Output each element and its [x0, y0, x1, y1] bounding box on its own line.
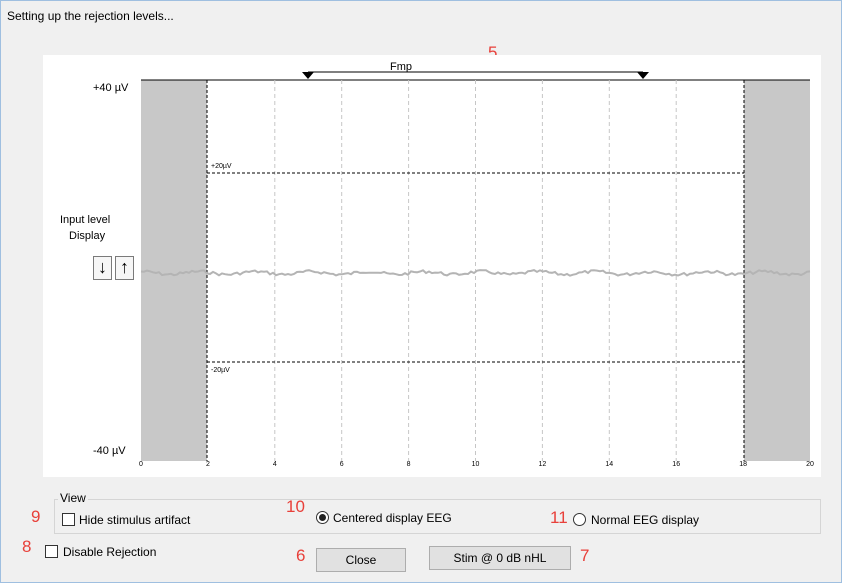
fmp-label: Fmp: [390, 61, 412, 73]
annotation-6: 6: [296, 546, 306, 565]
hide-stimulus-artifact-checkbox[interactable]: [62, 513, 75, 526]
upper-level-label: +20µV: [211, 163, 232, 170]
y-bottom-label: -40 µV: [93, 445, 126, 457]
x-tick-label: 4: [273, 461, 277, 468]
hide-stimulus-artifact-label[interactable]: Hide stimulus artifact: [79, 513, 191, 527]
radio-selected-dot: [319, 514, 326, 521]
fmp-right-marker[interactable]: [637, 72, 649, 79]
annotation-7: 7: [580, 546, 590, 565]
right-excluded-zone: [744, 80, 810, 461]
view-group-label: View: [58, 491, 88, 505]
x-tick-label: 0: [139, 461, 143, 468]
annotation-10: 10: [286, 497, 305, 516]
x-tick-label: 6: [340, 461, 344, 468]
lower-level-label: -20µV: [211, 367, 230, 374]
fmp-left-marker[interactable]: [302, 72, 314, 79]
disable-rejection-label[interactable]: Disable Rejection: [63, 545, 157, 559]
x-tick-labels: 0 2 4 6 8 10 12 14 16 18 20: [139, 461, 814, 468]
x-tick-label: 12: [539, 461, 547, 468]
display-label: Display: [69, 230, 106, 242]
annotation-9: 9: [31, 507, 41, 526]
annotation-11: 11: [550, 508, 568, 527]
annotation-8: 8: [22, 537, 32, 556]
input-level-label: Input level: [60, 214, 111, 226]
left-excluded-zone: [141, 80, 207, 461]
x-tick-label: 18: [739, 461, 747, 468]
x-tick-label: 10: [472, 461, 480, 468]
eeg-trace: [140, 269, 811, 277]
x-tick-label: 16: [672, 461, 680, 468]
close-button[interactable]: Close: [316, 548, 406, 572]
eeg-plot: Fmp +20µV -20µV 0 2 4 6 8 10 12 14 16 18 20: [139, 61, 814, 468]
centered-display-radio[interactable]: [316, 511, 329, 524]
normal-display-label[interactable]: Normal EEG display: [591, 513, 700, 527]
x-tick-label: 20: [806, 461, 814, 468]
view-groupbox: [54, 499, 821, 534]
stim-button[interactable]: Stim @ 0 dB nHL: [429, 546, 571, 570]
eeg-plot-panel: Fmp +20µV -20µV 0 2 4 6 8 10 12 14 16 18 20 +40 µV…: [43, 55, 821, 477]
x-tick-label: 8: [407, 461, 411, 468]
vertical-gridlines: [274, 80, 677, 461]
centered-display-label[interactable]: Centered display EEG: [333, 511, 452, 525]
normal-display-radio[interactable]: [573, 513, 586, 526]
x-tick-label: 14: [605, 461, 613, 468]
x-tick-label: 2: [206, 461, 210, 468]
decrease-level-button[interactable]: ↓: [93, 256, 112, 280]
annotation-5: 5: [488, 43, 498, 62]
increase-level-button[interactable]: ↑: [115, 256, 134, 280]
y-top-label: +40 µV: [93, 82, 129, 94]
disable-rejection-checkbox[interactable]: [45, 545, 58, 558]
window-title: Setting up the rejection levels...: [7, 9, 174, 23]
